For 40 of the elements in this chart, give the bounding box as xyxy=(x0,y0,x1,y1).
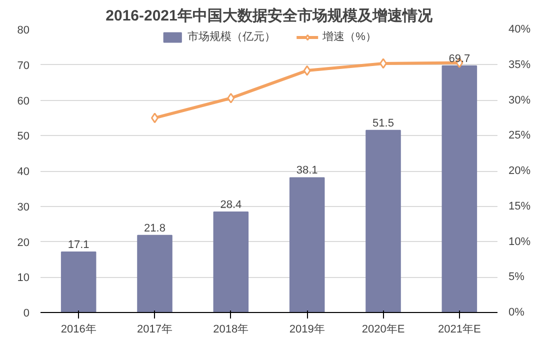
bar xyxy=(289,177,325,312)
y2-tick-label: 20% xyxy=(508,165,531,177)
y2-tick-label: 35% xyxy=(508,58,531,71)
data-label: 28.4 xyxy=(220,199,242,212)
data-label: 51.5 xyxy=(372,117,394,130)
bar xyxy=(60,252,96,312)
y-tick-label: 0 xyxy=(23,308,30,320)
y2-tick-label: 15% xyxy=(508,200,531,212)
y-tick-label: 20 xyxy=(17,236,30,249)
legend-label: 市场规模（亿元） xyxy=(188,30,276,44)
y2-tick-label: 10% xyxy=(508,236,531,248)
x-tick-label: 2019年 xyxy=(289,324,325,336)
y2-tick-label: 25% xyxy=(508,130,531,142)
y-tick-label: 10 xyxy=(17,272,30,284)
y2-tick-label: 40% xyxy=(508,24,531,36)
x-tick-label: 2017年 xyxy=(137,324,172,336)
bar xyxy=(213,212,249,312)
bar xyxy=(366,130,401,312)
x-tick-label: 2018年 xyxy=(213,324,249,336)
x-tick-label: 2016年 xyxy=(60,324,96,336)
chart-title: 2016-2021年中国大数据安全市场规模及增速情况 xyxy=(106,6,434,24)
y-tick-label: 50 xyxy=(17,130,30,143)
point xyxy=(227,92,235,104)
data-label: 38.1 xyxy=(296,164,318,177)
point xyxy=(303,65,311,76)
bar xyxy=(137,234,172,312)
y-tick-label: 30 xyxy=(17,201,30,214)
data-label: 17.1 xyxy=(68,239,90,252)
legend-label: 增速（%） xyxy=(322,30,376,44)
data-label: 21.8 xyxy=(144,222,166,234)
x-tick-label: 2020年E xyxy=(362,324,405,336)
y2-tick-label: 5% xyxy=(508,271,525,284)
y-tick-label: 80 xyxy=(17,24,30,36)
y-tick-label: 60 xyxy=(17,95,30,108)
bar xyxy=(442,65,478,312)
x-tick-label: 2021年E xyxy=(438,324,481,336)
y-tick-label: 70 xyxy=(17,60,30,72)
y2-tick-label: 30% xyxy=(508,94,531,106)
y2-tick-label: 0% xyxy=(508,306,525,318)
y-tick-label: 40 xyxy=(17,166,30,178)
